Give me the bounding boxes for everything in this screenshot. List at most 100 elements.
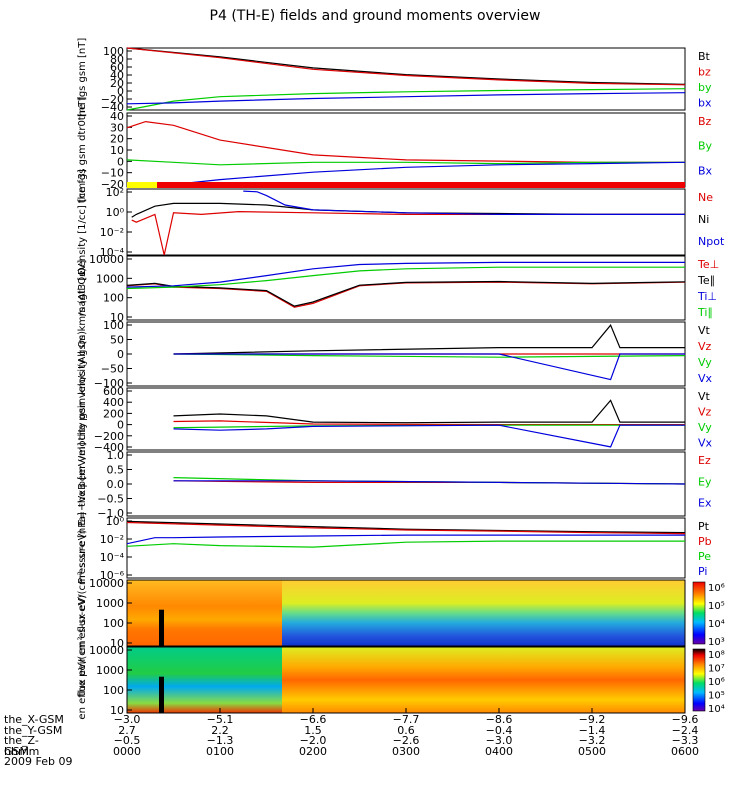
legend-entry: Vy xyxy=(698,356,712,369)
y-tick-label: 1.0 xyxy=(107,449,125,462)
legend-entry: Ey xyxy=(698,475,712,488)
y-tick-label: 40 xyxy=(110,69,124,82)
legend-entry: Te⊥ xyxy=(697,258,719,271)
quality-flag-bar xyxy=(157,182,685,188)
footer-value: −2.6 xyxy=(392,734,420,748)
colorbar xyxy=(692,581,706,645)
footer-value: −8.6 xyxy=(485,713,513,726)
series-line-Npot xyxy=(243,190,685,215)
legend-entry: bx xyxy=(698,97,712,110)
y-tick-label: −100 xyxy=(94,377,124,390)
legend-entry: Npot xyxy=(698,235,725,248)
legend-entry: Bt xyxy=(698,50,711,63)
footer-row-label: the_X-GSM xyxy=(4,713,64,726)
series-line-Vt xyxy=(173,324,685,355)
y-tick-label: −20 xyxy=(101,178,124,191)
y-tick-label: 600 xyxy=(103,385,124,398)
colorbar-tick-label: 10⁶ xyxy=(708,677,725,688)
legend-entry: Ex xyxy=(698,497,712,510)
panel-frame xyxy=(126,451,686,517)
panel-3: 10² 10⁰ 10⁻² 10⁻⁴ Density [1/cc] [cm-3] Ne Ni N… xyxy=(77,169,725,275)
y-tick-label: 80 xyxy=(110,53,124,66)
panel-8: 10⁰ 10⁻² 10⁻⁴ 10⁻⁶ Pressure [nPa] Pt Pb Pe Pi xyxy=(77,512,712,584)
y-tick-label: 400 xyxy=(103,396,124,409)
footer-value: −2.4 xyxy=(671,723,699,737)
y-tick-label: 10² xyxy=(106,186,124,199)
footer-value: −0.4 xyxy=(485,723,513,737)
y-tick-label: 10000 xyxy=(89,253,124,266)
y-axis-label: the peir en eflux eV/(cm²-s-sr-eV) xyxy=(77,529,88,696)
y-tick-label: 0.5 xyxy=(107,464,125,477)
footer-value: 1.5 xyxy=(304,723,322,737)
footer-value: −7.7 xyxy=(392,713,420,726)
y-tick-label: 10⁻⁶ xyxy=(100,569,125,582)
heatmap-region xyxy=(127,647,162,713)
footer-value: −6.6 xyxy=(299,713,327,726)
heatmap-region xyxy=(162,647,282,713)
y-axis-label: the peer velocity gsm km/s (All Qs) xyxy=(77,331,88,507)
legend-entry: Vt xyxy=(698,390,711,403)
series-line-Vy xyxy=(173,353,686,358)
series-line-Ne xyxy=(131,210,685,256)
footer-value: 2.7 xyxy=(118,723,136,737)
y-tick-label: 10⁻⁴ xyxy=(100,246,125,259)
panel-4: 10000 1000 100 10 magt3 [eV] Te⊥ Te∥ Ti⊥ Ti∥ xyxy=(77,253,719,324)
series-line-Vx xyxy=(173,424,685,448)
y-tick-label: 10⁰ xyxy=(106,206,125,219)
colorbar-tick-label: 10⁴ xyxy=(708,704,725,715)
footer-value: 0600 xyxy=(671,744,699,758)
footer-value: −1.4 xyxy=(578,723,606,737)
series-line-bx xyxy=(126,92,686,105)
y-axis-label: the fgs gsm dtr0 [nT] xyxy=(77,97,88,204)
series-line-Vy xyxy=(173,424,685,429)
panel-frame xyxy=(126,579,686,647)
panel-frame xyxy=(126,387,686,451)
legend-entry: by xyxy=(698,81,712,94)
y-tick-label: 200 xyxy=(103,407,124,420)
footer-value: −9.6 xyxy=(671,713,699,726)
legend-entry: Ni xyxy=(698,213,709,226)
y-tick-label: 10⁻² xyxy=(100,226,124,239)
y-tick-label: 100 xyxy=(103,45,124,58)
y-tick-label: −1.0 xyxy=(97,507,124,520)
colorbar-tick-label: 10⁵ xyxy=(708,601,725,612)
series-line-Vt xyxy=(173,399,685,424)
panel-9: 10⁶ 10⁵ 10⁴ 10³ 10000 1000 100 10 the peir en ef… xyxy=(77,529,725,696)
y-axis-label: the fgs gsm [nT] xyxy=(77,38,88,121)
panel-frame xyxy=(126,47,686,111)
colorbar-tick-label: 10⁴ xyxy=(708,619,725,630)
legend-entry: Pi xyxy=(698,565,707,578)
footer-value: 0500 xyxy=(578,744,606,758)
y-tick-label: −20 xyxy=(101,93,124,106)
y-tick-label: 60 xyxy=(110,61,124,74)
y-tick-label: −50 xyxy=(101,363,124,376)
panel-frame xyxy=(126,517,686,579)
series-line-by xyxy=(126,88,686,111)
colorbar-tick-label: 10⁵ xyxy=(708,691,725,702)
series-line-By xyxy=(126,159,685,166)
y-tick-label: 10000 xyxy=(89,644,124,657)
y-tick-label: 10 xyxy=(110,704,124,717)
y-tick-label: 1000 xyxy=(96,664,124,677)
heatmap-region xyxy=(162,580,282,646)
legend-entry: Vz xyxy=(698,406,712,419)
y-tick-label: 50 xyxy=(110,334,124,347)
footer-row-label: hhmm xyxy=(4,744,40,758)
series-line-Bz xyxy=(126,120,685,163)
y-tick-label: 30 xyxy=(110,121,124,134)
y-tick-label: 100 xyxy=(103,319,124,332)
colorbar-tick-label: 10⁸ xyxy=(708,650,725,661)
footer-value: −3.0 xyxy=(485,734,513,748)
y-tick-label: 10⁰ xyxy=(106,515,125,528)
y-axis-label: E=−VxB [mV/m] xyxy=(77,442,88,525)
y-axis-label: magt3 [eV] xyxy=(77,260,88,317)
y-tick-label: 0 xyxy=(117,419,124,432)
y-axis-label: the peer en eflux eV/(cm²-s-sr-eV) xyxy=(77,595,88,720)
legend-entry: bz xyxy=(698,66,711,79)
heatmap-region xyxy=(127,580,162,646)
legend-entry: Te∥ xyxy=(697,274,715,287)
series-line-Ni xyxy=(131,202,685,218)
y-tick-label: 10 xyxy=(110,144,124,157)
series-line-Pe xyxy=(126,540,685,548)
